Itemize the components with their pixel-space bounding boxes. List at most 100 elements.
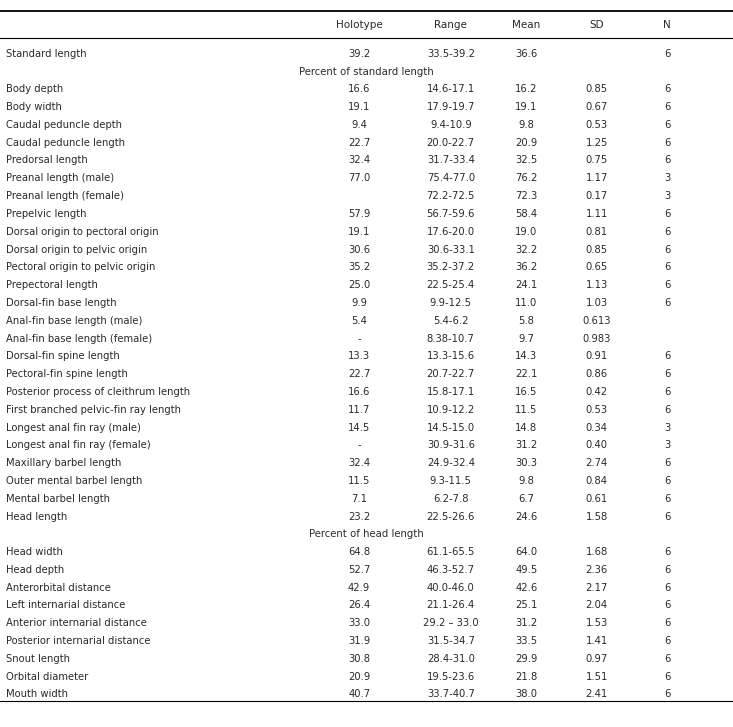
Text: 32.4: 32.4 (348, 156, 370, 166)
Text: 10.9-12.2: 10.9-12.2 (427, 405, 475, 415)
Text: Longest anal fin ray (male): Longest anal fin ray (male) (6, 422, 141, 433)
Text: 3: 3 (664, 441, 670, 451)
Text: 0.84: 0.84 (586, 476, 608, 486)
Text: 6.7: 6.7 (518, 494, 534, 504)
Text: 6: 6 (664, 244, 670, 254)
Text: Posterior process of cleithrum length: Posterior process of cleithrum length (6, 387, 190, 397)
Text: Percent of head length: Percent of head length (309, 529, 424, 539)
Text: 2.41: 2.41 (586, 689, 608, 699)
Text: Maxillary barbel length: Maxillary barbel length (6, 458, 121, 468)
Text: 38.0: 38.0 (515, 689, 537, 699)
Text: Holotype: Holotype (336, 20, 383, 31)
Text: 61.1-65.5: 61.1-65.5 (427, 547, 475, 557)
Text: 6: 6 (664, 458, 670, 468)
Text: 19.5-23.6: 19.5-23.6 (427, 672, 475, 682)
Text: 9.8: 9.8 (518, 476, 534, 486)
Text: 2.74: 2.74 (586, 458, 608, 468)
Text: 0.65: 0.65 (586, 262, 608, 273)
Text: 9.8: 9.8 (518, 120, 534, 130)
Text: 6: 6 (664, 137, 670, 148)
Text: 6: 6 (664, 689, 670, 699)
Text: 0.53: 0.53 (586, 405, 608, 415)
Text: 76.2: 76.2 (515, 173, 537, 183)
Text: 0.91: 0.91 (586, 351, 608, 361)
Text: 29.9: 29.9 (515, 654, 537, 664)
Text: 22.1: 22.1 (515, 369, 537, 379)
Text: 0.85: 0.85 (586, 84, 608, 95)
Text: 14.5: 14.5 (348, 422, 370, 433)
Text: 33.7-40.7: 33.7-40.7 (427, 689, 475, 699)
Text: Preanal length (female): Preanal length (female) (6, 191, 124, 201)
Text: 28.4-31.0: 28.4-31.0 (427, 654, 475, 664)
Text: 6: 6 (664, 387, 670, 397)
Text: 6: 6 (664, 636, 670, 646)
Text: 42.9: 42.9 (348, 582, 370, 593)
Text: 9.9-12.5: 9.9-12.5 (430, 298, 472, 308)
Text: 6: 6 (664, 512, 670, 522)
Text: 6: 6 (664, 618, 670, 628)
Text: 0.53: 0.53 (586, 120, 608, 130)
Text: 11.0: 11.0 (515, 298, 537, 308)
Text: 5.8: 5.8 (518, 316, 534, 326)
Text: 30.6: 30.6 (348, 244, 370, 254)
Text: -: - (358, 334, 361, 344)
Text: Dorsal origin to pectoral origin: Dorsal origin to pectoral origin (6, 227, 158, 237)
Text: 39.2: 39.2 (348, 49, 370, 59)
Text: Longest anal fin ray (female): Longest anal fin ray (female) (6, 441, 150, 451)
Text: 2.36: 2.36 (586, 565, 608, 575)
Text: 77.0: 77.0 (348, 173, 370, 183)
Text: 0.34: 0.34 (586, 422, 608, 433)
Text: 11.5: 11.5 (348, 476, 370, 486)
Text: Head length: Head length (6, 512, 67, 522)
Text: 16.6: 16.6 (348, 387, 370, 397)
Text: 33.5: 33.5 (515, 636, 537, 646)
Text: 24.6: 24.6 (515, 512, 537, 522)
Text: 3: 3 (664, 191, 670, 201)
Text: 22.5-25.4: 22.5-25.4 (427, 280, 475, 290)
Text: 6: 6 (664, 280, 670, 290)
Text: Standard length: Standard length (6, 49, 86, 59)
Text: 0.85: 0.85 (586, 244, 608, 254)
Text: Body width: Body width (6, 102, 62, 112)
Text: 19.1: 19.1 (515, 102, 537, 112)
Text: 14.5-15.0: 14.5-15.0 (427, 422, 475, 433)
Text: 30.8: 30.8 (348, 654, 370, 664)
Text: -: - (358, 441, 361, 451)
Text: 58.4: 58.4 (515, 209, 537, 219)
Text: Preanal length (male): Preanal length (male) (6, 173, 114, 183)
Text: 11.5: 11.5 (515, 405, 537, 415)
Text: Caudal peduncle length: Caudal peduncle length (6, 137, 125, 148)
Text: N: N (663, 20, 671, 31)
Text: 24.1: 24.1 (515, 280, 537, 290)
Text: 6: 6 (664, 369, 670, 379)
Text: 36.2: 36.2 (515, 262, 537, 273)
Text: 9.7: 9.7 (518, 334, 534, 344)
Text: 1.25: 1.25 (586, 137, 608, 148)
Text: 5.4-6.2: 5.4-6.2 (433, 316, 468, 326)
Text: 20.0-22.7: 20.0-22.7 (427, 137, 475, 148)
Text: 0.17: 0.17 (586, 191, 608, 201)
Text: 17.9-19.7: 17.9-19.7 (427, 102, 475, 112)
Text: 36.6: 36.6 (515, 49, 537, 59)
Text: 7.1: 7.1 (351, 494, 367, 504)
Text: 31.2: 31.2 (515, 441, 537, 451)
Text: 2.04: 2.04 (586, 601, 608, 611)
Text: 46.3-52.7: 46.3-52.7 (427, 565, 475, 575)
Text: 64.8: 64.8 (348, 547, 370, 557)
Text: 14.6-17.1: 14.6-17.1 (427, 84, 475, 95)
Text: 1.17: 1.17 (586, 173, 608, 183)
Text: 6: 6 (664, 156, 670, 166)
Text: 0.983: 0.983 (583, 334, 611, 344)
Text: 40.0-46.0: 40.0-46.0 (427, 582, 475, 593)
Text: Predorsal length: Predorsal length (6, 156, 88, 166)
Text: 22.5-26.6: 22.5-26.6 (427, 512, 475, 522)
Text: 5.4: 5.4 (351, 316, 367, 326)
Text: 3: 3 (664, 422, 670, 433)
Text: Anterorbital distance: Anterorbital distance (6, 582, 111, 593)
Text: 1.53: 1.53 (586, 618, 608, 628)
Text: Anterior internarial distance: Anterior internarial distance (6, 618, 147, 628)
Text: 0.67: 0.67 (586, 102, 608, 112)
Text: Anal-fin base length (male): Anal-fin base length (male) (6, 316, 142, 326)
Text: Caudal peduncle depth: Caudal peduncle depth (6, 120, 122, 130)
Text: 1.11: 1.11 (586, 209, 608, 219)
